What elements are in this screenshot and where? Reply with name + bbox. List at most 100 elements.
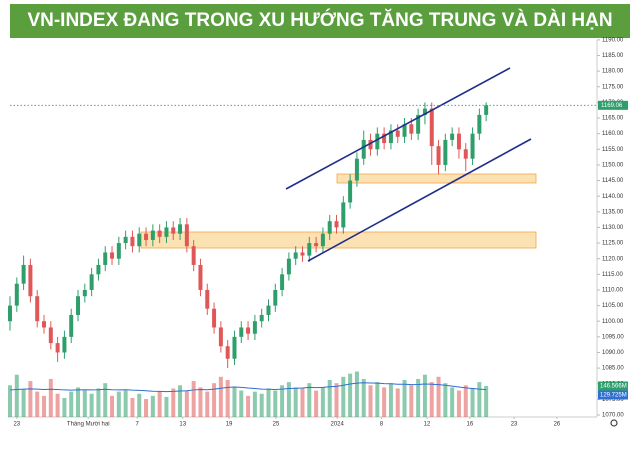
volume-bar [76, 387, 81, 417]
volume-bar [402, 380, 407, 417]
volume-bar [327, 380, 332, 417]
candle-body [463, 149, 468, 159]
candle-body [375, 133, 380, 150]
volume-bar [286, 382, 291, 417]
volume-last-label: 146.566M [600, 384, 627, 390]
volume-bar [178, 385, 183, 417]
volume-bar [354, 371, 359, 417]
zones [140, 173, 537, 249]
y-tick-label: 1160.00 [602, 131, 624, 137]
candle-body [450, 133, 455, 140]
candle-body [443, 139, 448, 165]
y-tick-label: 1110.00 [602, 288, 623, 294]
candle-body [212, 308, 217, 328]
x-tick-label: 23 [13, 422, 20, 428]
volume-bar [280, 385, 285, 417]
candle-body [123, 236, 128, 244]
candle-body [62, 336, 67, 353]
y-tick-label: 1155.00 [602, 147, 624, 153]
volume-bar [48, 378, 53, 417]
volume-bar [450, 387, 455, 417]
volume-bar [395, 388, 400, 417]
settings-icon[interactable] [610, 419, 618, 427]
volume-bar [463, 385, 468, 417]
y-tick-label: 1105.00 [602, 303, 624, 309]
volume-bar [69, 391, 74, 417]
candle-body [320, 233, 325, 247]
volume-bar [470, 388, 475, 417]
x-tick-label: 13 [179, 422, 186, 428]
candle-body [55, 343, 60, 353]
candle-body [422, 108, 427, 115]
volume-bar [239, 390, 244, 417]
candle-body [307, 243, 312, 256]
y-tick-label: 1090.00 [602, 350, 624, 356]
y-tick-label: 1175.00 [602, 84, 624, 90]
volume-bar [388, 383, 393, 417]
volume-bar [89, 393, 94, 417]
candle-body [239, 327, 244, 337]
candle-body [252, 321, 257, 334]
candle-body [110, 252, 115, 259]
y-tick-label: 1115.00 [602, 272, 623, 278]
y-tick-label: 1135.00 [602, 209, 624, 215]
trend-line [285, 67, 511, 190]
candle-body [361, 139, 366, 159]
volume-bar [409, 385, 414, 417]
candle-body [334, 221, 339, 228]
volume-bar [443, 383, 448, 417]
volume-bar [123, 390, 128, 417]
candle-body [218, 327, 223, 347]
candle-body [327, 221, 332, 234]
x-tick-label: 16 [466, 422, 473, 428]
x-tick-label: 23 [511, 422, 518, 428]
volume-bar [191, 381, 196, 417]
volume-ma-line [9, 382, 487, 393]
x-tick-label: 2024 [331, 422, 345, 428]
volume-bar [314, 390, 319, 417]
volume-bar [252, 391, 257, 417]
candle-body [266, 305, 271, 315]
candle-body [409, 124, 414, 134]
volume-bar [456, 390, 461, 417]
volume-bar [82, 390, 87, 417]
y-tick-label: 1070.00 [602, 413, 624, 419]
candle-body [157, 230, 162, 237]
candle-body [402, 124, 407, 137]
y-tick-label: 1100.00 [602, 319, 624, 325]
x-tick-label: 12 [424, 422, 431, 428]
candle-body [246, 327, 251, 334]
y-tick-label: 1165.00 [602, 116, 624, 122]
y-tick-label: 1130.00 [602, 225, 624, 231]
candle-body [341, 202, 346, 228]
y-tick-label: 1075.00 [602, 397, 624, 403]
volume-bar [164, 396, 169, 417]
volume-bar [429, 382, 434, 417]
candle-body [232, 336, 237, 359]
candle-body [354, 158, 359, 181]
volume-bar [14, 374, 19, 417]
volume-bar [361, 378, 366, 417]
candle-body [144, 233, 149, 240]
candle-body [191, 246, 196, 265]
volume-bar [225, 380, 230, 417]
last-price-label: 1169.06 [601, 103, 623, 109]
candle-body [429, 108, 434, 147]
y-tick-label: 1125.00 [602, 241, 624, 247]
candle-body [21, 264, 26, 284]
candle-body [273, 289, 278, 306]
candle-body [225, 346, 230, 359]
y-tick-label: 1095.00 [602, 334, 624, 340]
volume-bar [28, 381, 33, 417]
candle-body [171, 227, 176, 234]
candle-body [293, 252, 298, 259]
volume-bar [8, 385, 12, 417]
candle-body [14, 283, 19, 306]
x-tick-label: 25 [273, 422, 280, 428]
candle-body [76, 296, 81, 315]
volume-bar [35, 391, 40, 417]
candle-body [82, 289, 87, 297]
y-tick-label: 1180.00 [602, 69, 624, 75]
